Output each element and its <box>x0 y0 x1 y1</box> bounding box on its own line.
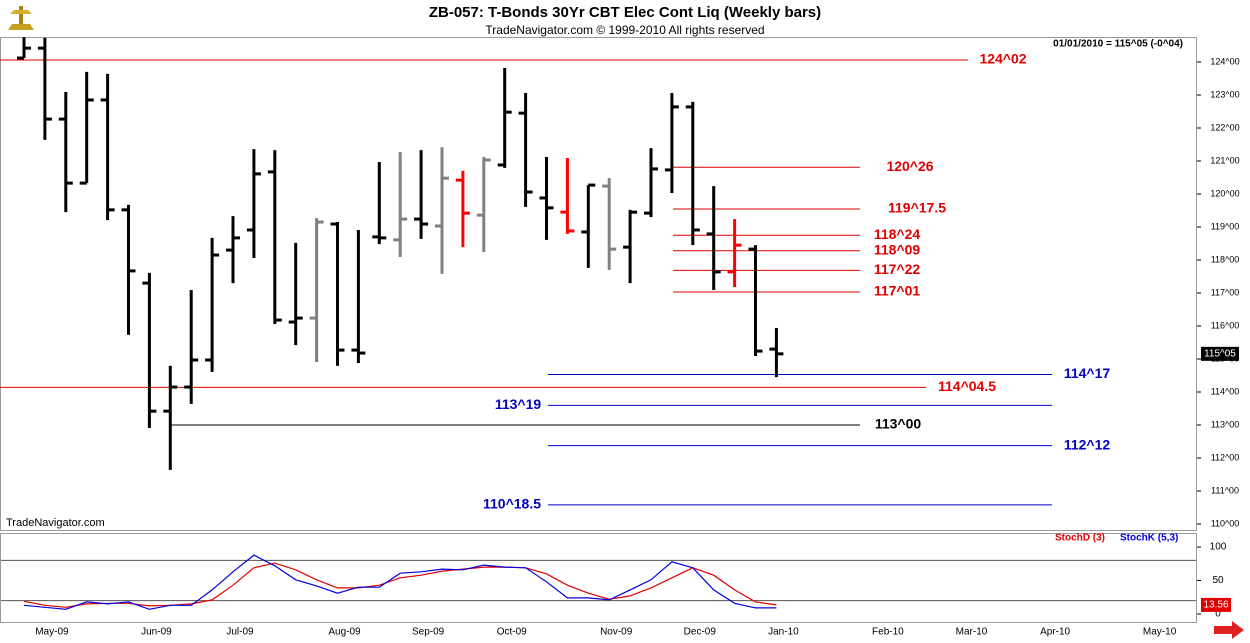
stoch-line <box>23 554 777 610</box>
x-tick-label: May-10 <box>1143 627 1177 638</box>
y-tick-label: 110^00 <box>1211 518 1240 528</box>
chart-subtitle: TradeNavigator.com © 1999-2010 All right… <box>485 23 764 37</box>
y-tick-label: 0 <box>1215 609 1221 620</box>
chart-title: ZB-057: T-Bonds 30Yr CBT Elec Cont Liq (… <box>429 4 821 21</box>
y-tick-label: 114^00 <box>1211 386 1240 396</box>
level-label: 124^02 <box>979 51 1026 67</box>
y-tick-label: 119^00 <box>1211 221 1240 231</box>
level-label: 118^09 <box>874 241 921 257</box>
y-tick-label: 117^00 <box>1211 287 1240 297</box>
x-tick-label: Nov-09 <box>600 627 633 638</box>
legend-entry: StochD (3) <box>1055 533 1105 544</box>
y-tick-label: 116^00 <box>1211 320 1240 330</box>
x-tick-label: Jan-10 <box>768 627 799 638</box>
level-label: 118^24 <box>874 226 921 242</box>
y-tick-label: 50 <box>1212 575 1224 586</box>
stoch-line <box>23 562 777 608</box>
level-label: 113^00 <box>875 416 922 432</box>
level-label: 113^19 <box>495 396 542 412</box>
level-label: 114^04.5 <box>938 378 996 394</box>
main-frame <box>0 37 1197 531</box>
last-value-box <box>1201 597 1231 612</box>
last-price-label: 115^05 <box>1204 348 1236 359</box>
x-tick-label: Apr-10 <box>1040 627 1070 638</box>
scroll-arrow[interactable] <box>1214 621 1244 639</box>
y-tick-label: 111^00 <box>1211 485 1239 495</box>
level-label: 117^22 <box>874 261 921 277</box>
level-label: 120^26 <box>886 158 933 174</box>
y-tick-label: 121^00 <box>1210 155 1239 165</box>
legend-entry: StochK (5,3) <box>1120 533 1178 544</box>
level-label: 114^17 <box>1064 365 1111 381</box>
x-tick-label: Feb-10 <box>872 627 904 638</box>
level-label: 110^18.5 <box>483 496 541 512</box>
x-tick-label: Aug-09 <box>328 627 361 638</box>
x-tick-label: Sep-09 <box>412 627 445 638</box>
x-tick-label: Jul-09 <box>226 627 254 638</box>
y-tick-label: 118^00 <box>1211 254 1240 264</box>
x-tick-label: Dec-09 <box>684 627 717 638</box>
y-tick-label: 124^00 <box>1210 56 1239 66</box>
quote: 01/01/2010 = 115^05 (-0^04) <box>1053 39 1183 50</box>
x-tick-label: Oct-09 <box>497 627 527 638</box>
main-plot <box>0 37 1052 506</box>
stoch-frame <box>0 533 1197 623</box>
y-tick-label: 123^00 <box>1210 89 1239 99</box>
last-price-box <box>1201 346 1239 361</box>
y-tick-label: 112^00 <box>1211 452 1240 462</box>
y-tick-label: 120^00 <box>1210 188 1239 198</box>
x-tick-label: May-09 <box>35 627 69 638</box>
x-tick-label: Jun-09 <box>141 627 172 638</box>
y-tick-label: 100 <box>1210 542 1227 553</box>
watermark: TradeNavigator.com <box>6 517 105 529</box>
level-label: 117^01 <box>874 283 921 299</box>
last-value-label: 13.56 <box>1203 600 1228 611</box>
y-tick-label: 113^00 <box>1211 419 1240 429</box>
y-tick-label: 122^00 <box>1210 122 1239 132</box>
x-tick-label: Mar-10 <box>956 627 988 638</box>
level-label: 119^17.5 <box>888 200 946 216</box>
level-label: 112^12 <box>1064 436 1111 452</box>
logo <box>8 6 34 30</box>
